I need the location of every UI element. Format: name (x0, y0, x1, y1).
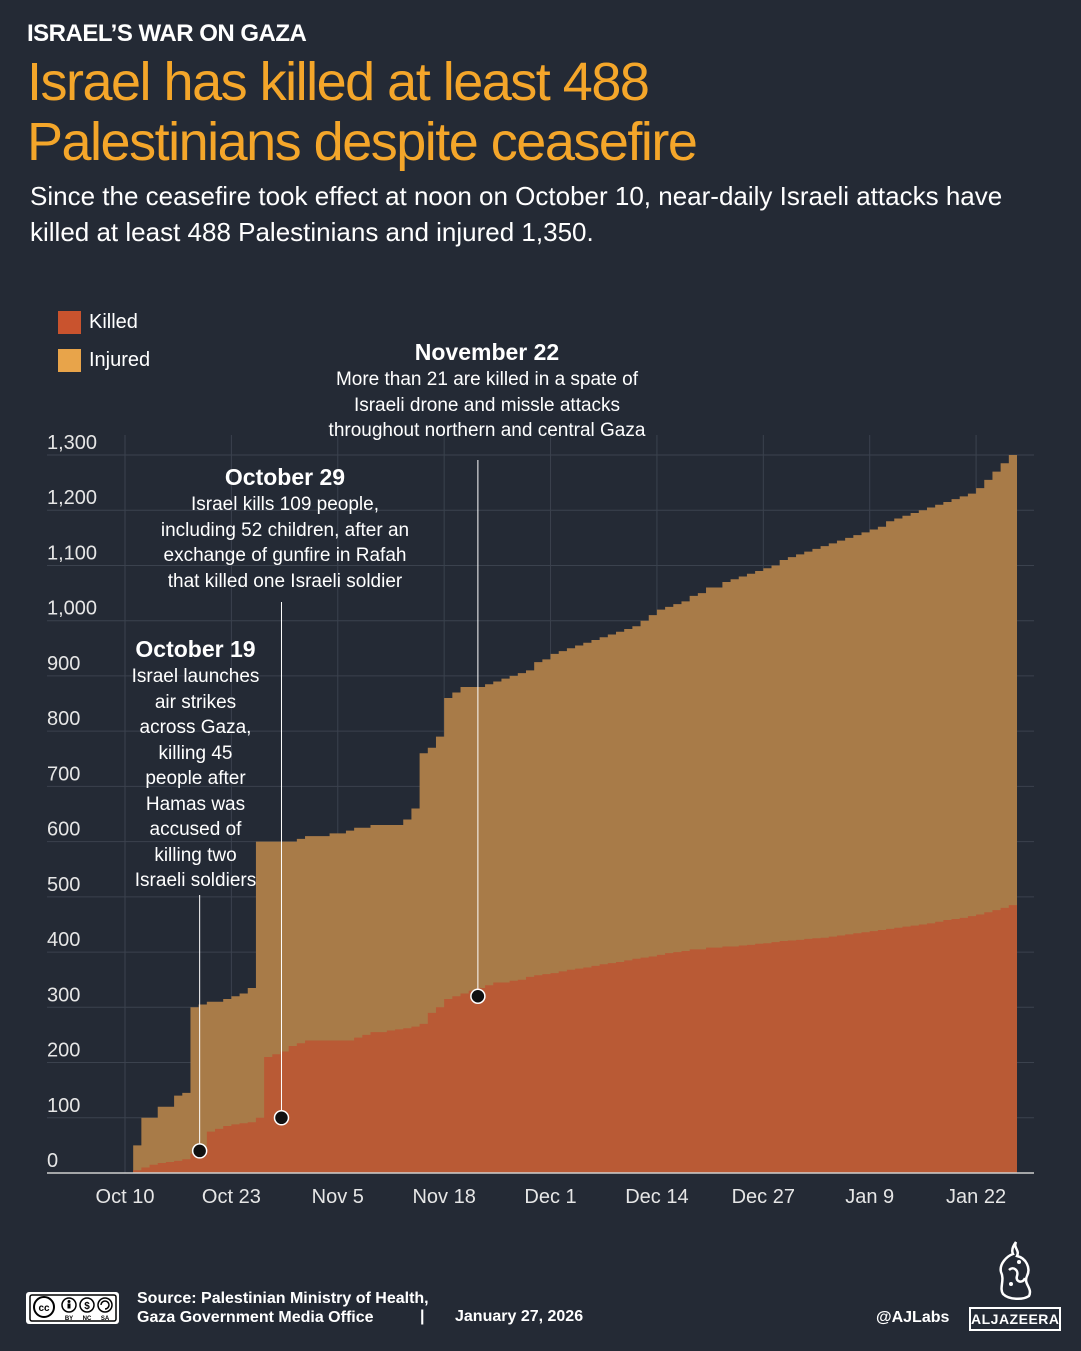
y-tick-label: 700 (47, 763, 80, 785)
annotation-oct29-line: Israel kills 109 people, (191, 494, 379, 515)
legend-swatch-injured (58, 349, 81, 372)
headline-line-1: Israel has killed at least 488 (27, 52, 650, 112)
footer-source: Source: Palestinian Ministry of Health, … (137, 1289, 429, 1327)
footer-source-line-1: Source: Palestinian Ministry of Health, (137, 1290, 429, 1307)
legend-item-injured: Injured (58, 349, 150, 372)
y-tick-label: 1,100 (47, 542, 97, 564)
x-tick-label: Nov 18 (412, 1186, 475, 1208)
y-tick-label: 200 (47, 1040, 80, 1062)
footer-separator: | (420, 1308, 425, 1325)
subhead: Since the ceasefire took effect at noon … (30, 181, 1003, 247)
headline: Israel has killed at least 488 Palestini… (27, 52, 1027, 172)
annotation-marker (191, 1143, 208, 1159)
annotation-nov22-title: November 22 (414, 339, 560, 365)
footer-date: January 27, 2026 (455, 1308, 584, 1325)
annotation-oct19-line: people after (145, 768, 246, 789)
annotation-nov22-line: Israeli drone and missle attacks (353, 394, 621, 416)
kicker: ISRAEL’S WAR ON GAZA (27, 20, 307, 47)
aljazeera-logo-icon (999, 1241, 1032, 1300)
y-tick-label: 1,300 (47, 432, 97, 454)
annotation-oct19-title: October 19 (135, 636, 256, 662)
footer-handle: @AJLabs (876, 1309, 950, 1326)
legend-label-killed: Killed (89, 311, 138, 333)
y-tick-label: 0 (47, 1150, 58, 1172)
y-tick-label: 1,200 (47, 487, 97, 509)
svg-text:$: $ (84, 1301, 90, 1312)
annotation-oct29-line: exchange of gunfire in Rafah (163, 545, 407, 566)
legend-swatch-killed (58, 311, 81, 334)
annotation-oct19-line: killing two (154, 844, 237, 866)
y-tick-label: 900 (47, 653, 80, 675)
annotation-nov22-line: More than 21 are killed in a spate of (335, 369, 639, 390)
annotation-nov22-line: throughout northern and central Gaza (328, 420, 646, 441)
annotation-marker (470, 988, 486, 1005)
annotation-oct29: October 29 Israel kills 109 people, incl… (120, 462, 450, 594)
legend-item-killed: Killed (58, 311, 138, 334)
cc-license-icon: cc $ BY NC SA (28, 1294, 117, 1322)
annotation-oct19-body: Israel launches air strikes across Gaza,… (108, 664, 283, 894)
annotation-oct29-title: October 29 (224, 464, 346, 490)
x-tick-label: Oct 10 (96, 1186, 155, 1208)
x-tick-label: Oct 23 (202, 1186, 261, 1208)
y-tick-label: 400 (47, 929, 80, 951)
y-tick-label: 600 (47, 819, 80, 841)
annotation-oct19-line: Israel launches (131, 666, 260, 687)
x-tick-label: Dec 14 (625, 1186, 688, 1208)
annotation-oct29-body: Israel kills 109 people, including 52 ch… (120, 492, 450, 594)
aljazeera-wordmark: ALJAZEERA (969, 1307, 1061, 1331)
svg-text:BY: BY (64, 1316, 72, 1322)
footer-source-line-2: Gaza Government Media Office (137, 1309, 374, 1326)
x-tick-label: Nov 5 (312, 1186, 364, 1208)
annotation-oct19-line: accused of (149, 819, 242, 840)
svg-text:SA: SA (100, 1316, 109, 1322)
x-tick-label: Dec 1 (524, 1186, 576, 1208)
legend-label-injured: Injured (89, 349, 151, 371)
y-tick-label: 500 (47, 874, 80, 896)
annotation-oct19: October 19 Israel launches air strikes a… (108, 634, 283, 894)
area-killed (125, 903, 1017, 1173)
y-tick-label: 100 (47, 1095, 80, 1117)
y-tick-label: 300 (47, 984, 80, 1006)
annotation-oct19-line: killing 45 (158, 742, 233, 764)
y-tick-label: 1,000 (47, 598, 97, 620)
annotation-oct29-line: including 52 children, after an (160, 519, 410, 541)
svg-text:NC: NC (82, 1316, 91, 1322)
cc-license-badge: cc $ BY NC SA (26, 1292, 119, 1324)
annotation-nov22-body: More than 21 are killed in a spate of Is… (277, 367, 697, 444)
headline-line-2: Palestinians despite ceasefire (27, 112, 698, 172)
annotation-oct19-line: Israeli soldiers (134, 870, 257, 891)
x-tick-label: Dec 27 (732, 1186, 795, 1208)
x-tick-label: Jan 22 (946, 1186, 1006, 1208)
annotation-marker (273, 1110, 290, 1126)
annotation-oct29-line: that killed one Israeli soldier (167, 570, 403, 592)
annotation-oct19-line: across Gaza, (139, 717, 252, 738)
annotation-oct19-line: Hamas was (145, 793, 246, 815)
y-tick-label: 800 (47, 708, 80, 730)
annotation-oct19-line: air strikes (154, 691, 237, 713)
x-tick-label: Jan 9 (845, 1186, 894, 1208)
annotation-nov22: November 22 More than 21 are killed in a… (277, 337, 697, 444)
svg-text:cc: cc (38, 1303, 50, 1314)
